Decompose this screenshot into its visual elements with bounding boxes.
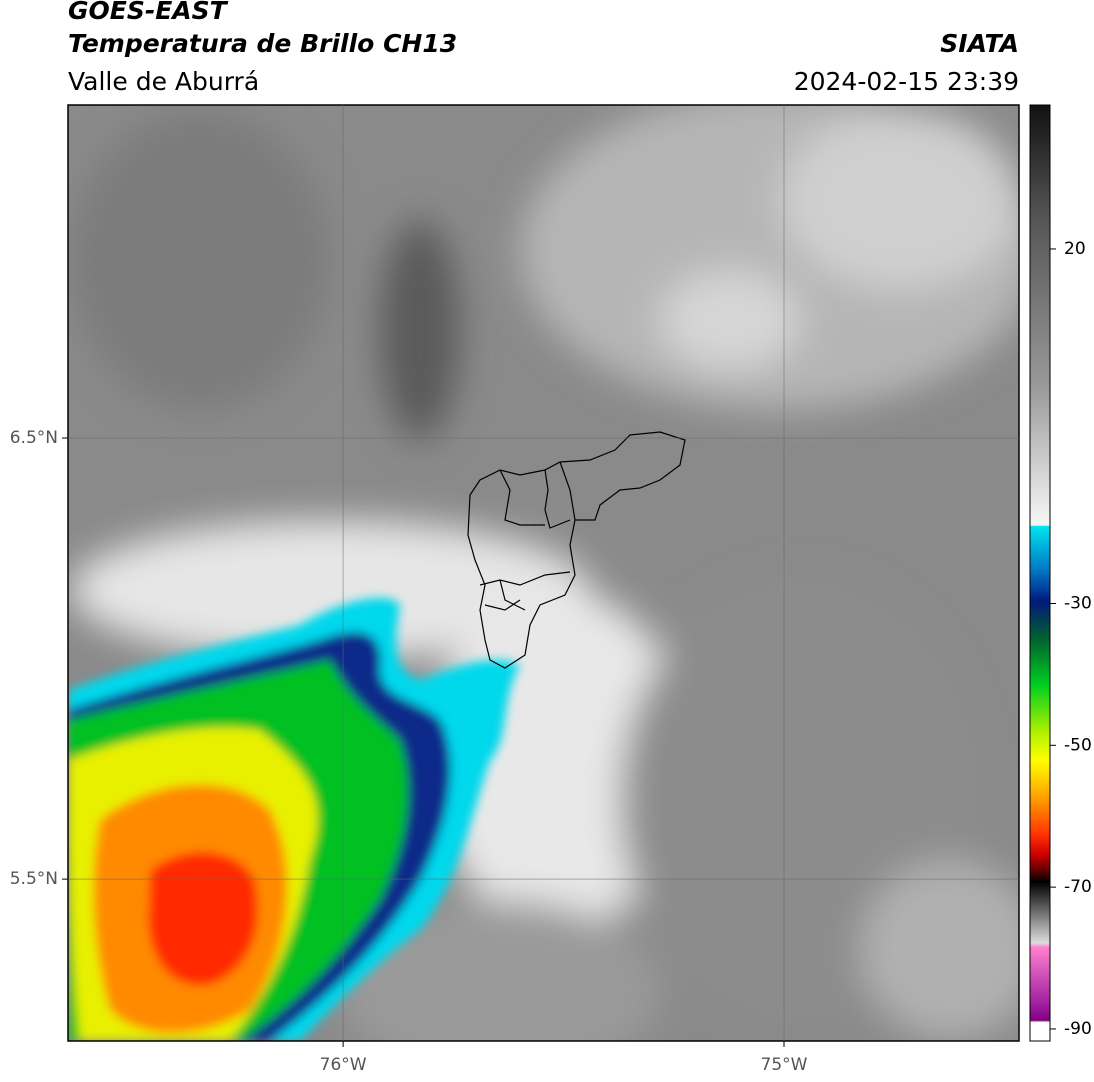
lat-tick-label: 6.5°N [10, 428, 58, 448]
source: SIATA [940, 29, 1019, 58]
colorbar-tick-label: 20 [1064, 239, 1086, 259]
lon-tick-label: 76°W [320, 1055, 367, 1075]
colorbar-tick-label: -50 [1064, 735, 1092, 755]
map-frame [67, 104, 1020, 1042]
colorbar-tick-label: -30 [1064, 593, 1092, 613]
colorbar [1029, 104, 1051, 1042]
datetime: 2024-02-15 23:39 [794, 67, 1019, 96]
satellite-image [68, 105, 1019, 1041]
colorbar-tick-label: -70 [1064, 877, 1092, 897]
region: Valle de Aburrá [68, 67, 259, 96]
title: GOES-EAST [68, 0, 229, 25]
colorbar-tick-label: -90 [1064, 1019, 1092, 1039]
subtitle: Temperatura de Brillo CH13 [68, 29, 457, 58]
municipal-boundaries [467, 431, 686, 669]
lat-tick-label: 5.5°N [10, 869, 58, 889]
lon-tick-label: 75°W [761, 1055, 808, 1075]
